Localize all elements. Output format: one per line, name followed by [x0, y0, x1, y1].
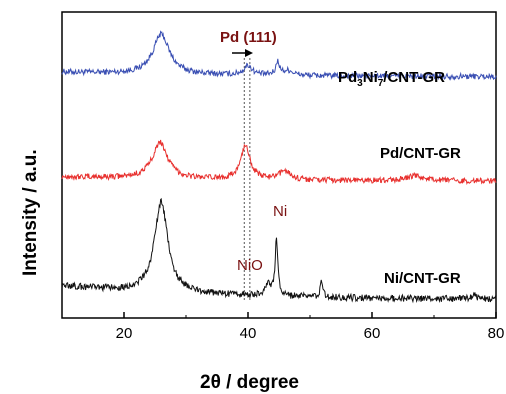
x-tick-label: 60 — [364, 325, 381, 342]
series-line-pd3ni7-cnt-gr — [61, 30, 497, 81]
series-line-ni-cnt-gr — [61, 197, 497, 304]
plot-frame — [61, 11, 497, 319]
annotation-nio: NiO — [237, 257, 263, 274]
shift-arrow-icon — [232, 49, 253, 57]
series-line-pd-cnt-gr — [61, 139, 497, 186]
x-tick-label: 20 — [116, 325, 133, 342]
x-tick-label: 40 — [240, 325, 257, 342]
x-tick-label: 80 — [488, 325, 505, 342]
series-label-ni: Ni/CNT-GR — [384, 270, 461, 287]
x-axis-ticks: 20 40 60 80 — [61, 312, 505, 342]
series-label-pd3ni7: Pd3Ni7/CNT-GR — [338, 69, 445, 89]
series-layer — [61, 30, 497, 304]
x-axis-label: 2θ / degree — [200, 372, 299, 393]
annotation-pd111: Pd (111) — [220, 29, 277, 46]
reference-lines — [243, 58, 251, 300]
y-axis-label: Intensity / a.u. — [20, 149, 41, 276]
series-label-pd: Pd/CNT-GR — [380, 145, 461, 162]
annotation-ni: Ni — [273, 203, 287, 220]
